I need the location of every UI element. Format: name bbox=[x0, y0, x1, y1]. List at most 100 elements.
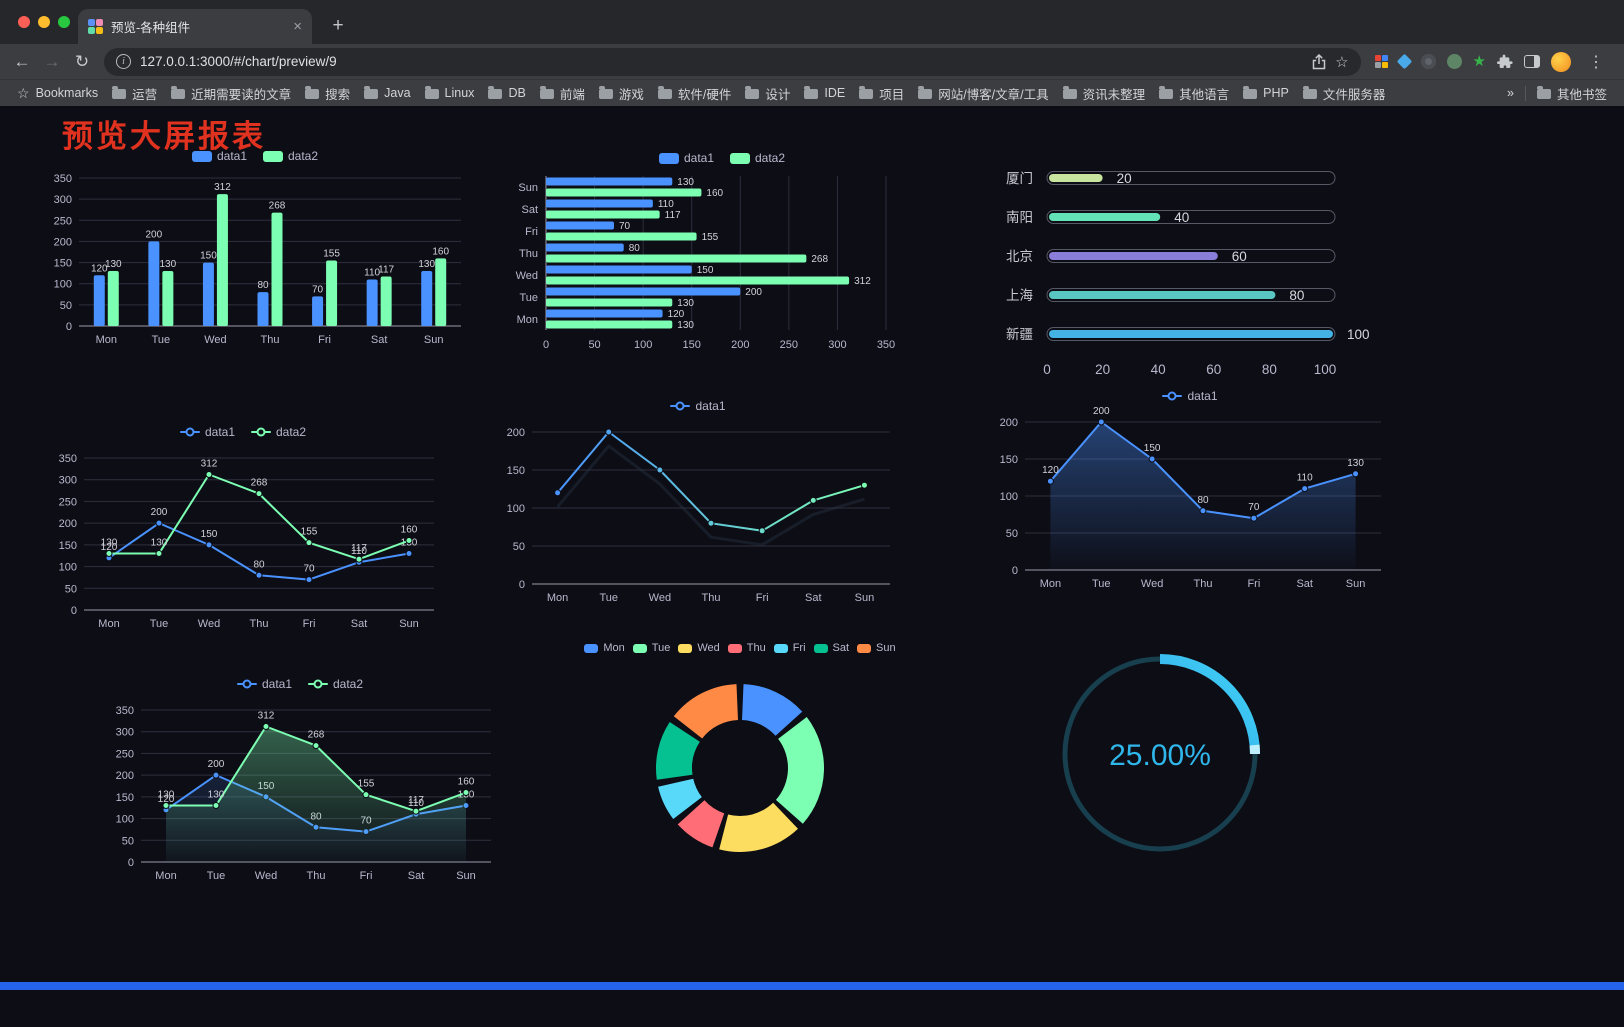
legend-marker bbox=[263, 150, 283, 162]
bookmark-folder[interactable]: 其他语言 bbox=[1152, 81, 1236, 106]
legend-item-Sat[interactable]: Sat bbox=[813, 642, 849, 654]
bookmark-star-icon[interactable]: ☆ bbox=[1335, 53, 1349, 71]
svg-text:0: 0 bbox=[519, 579, 525, 591]
bookmark-folder[interactable]: 软件/硬件 bbox=[651, 81, 738, 106]
bookmark-folder[interactable]: 项目 bbox=[852, 81, 911, 106]
svg-text:70: 70 bbox=[619, 221, 631, 232]
legend-item-data2[interactable]: data2 bbox=[730, 151, 785, 165]
minimize-window-button[interactable] bbox=[38, 16, 50, 28]
extension-icon-5[interactable]: ★ bbox=[1472, 53, 1486, 70]
donut-slice-Thu bbox=[677, 800, 725, 848]
svg-text:0: 0 bbox=[66, 321, 72, 333]
legend-item-data1[interactable]: data1 bbox=[1162, 389, 1218, 403]
bookmarks-overflow-chevron[interactable]: » bbox=[1507, 86, 1514, 100]
page-title: 预览大屏报表 bbox=[62, 119, 266, 154]
chart-legend: Mon Tue Wed Thu Fri Sat Sun bbox=[540, 638, 940, 658]
legend-item-Thu[interactable]: Thu bbox=[727, 642, 766, 654]
bookmark-folder[interactable]: 前端 bbox=[533, 81, 592, 106]
folder-icon bbox=[804, 86, 819, 99]
legend-item-data2[interactable]: data2 bbox=[308, 677, 363, 691]
bookmark-label: 其他语言 bbox=[1179, 87, 1230, 102]
tab-strip: 预览-各种组件 × + bbox=[0, 0, 1624, 44]
bookmark-folder[interactable]: 运营 bbox=[105, 81, 164, 106]
extensions-puzzle-icon[interactable] bbox=[1497, 54, 1513, 70]
legend-item-data1[interactable]: data1 bbox=[658, 151, 714, 165]
svg-text:300: 300 bbox=[116, 727, 134, 739]
extension-icon-1[interactable] bbox=[1374, 55, 1388, 68]
svg-text:160: 160 bbox=[706, 188, 723, 199]
new-tab-button[interactable]: + bbox=[332, 15, 344, 36]
legend-item-data1[interactable]: data1 bbox=[191, 149, 247, 163]
bookmark-folder[interactable]: 游戏 bbox=[592, 81, 651, 106]
extension-icon-4[interactable] bbox=[1446, 54, 1462, 69]
legend-item-Fri[interactable]: Fri bbox=[773, 642, 806, 654]
legend-marker bbox=[1162, 391, 1183, 401]
svg-text:80: 80 bbox=[1197, 495, 1209, 506]
maximize-window-button[interactable] bbox=[58, 16, 70, 28]
svg-text:150: 150 bbox=[683, 339, 701, 351]
browser-toolbar: ← → ↻ i 127.0.0.1:3000/#/chart/preview/9… bbox=[0, 44, 1624, 79]
svg-text:200: 200 bbox=[146, 229, 163, 240]
address-bar[interactable]: i 127.0.0.1:3000/#/chart/preview/9 ☆ bbox=[104, 47, 1361, 76]
legend-item-data2[interactable]: data2 bbox=[263, 149, 318, 163]
bookmark-folder[interactable]: 近期需要读的文章 bbox=[164, 81, 298, 106]
legend-item-data1[interactable]: data1 bbox=[670, 399, 726, 413]
bookmark-folder[interactable]: 资讯未整理 bbox=[1056, 81, 1153, 106]
reload-button[interactable]: ↻ bbox=[74, 51, 90, 71]
bookmark-label: 项目 bbox=[879, 87, 905, 102]
folder-icon bbox=[424, 86, 439, 99]
svg-text:200: 200 bbox=[59, 518, 77, 530]
extension-icon-2[interactable] bbox=[1396, 53, 1412, 70]
menu-icon[interactable]: ⋮ bbox=[1588, 53, 1604, 71]
bookmark-folder[interactable]: 搜索 bbox=[298, 81, 357, 106]
legend-item-data1[interactable]: data1 bbox=[179, 425, 235, 439]
close-window-button[interactable] bbox=[18, 16, 30, 28]
bookmark-folder[interactable]: 网站/博客/文章/工具 bbox=[911, 81, 1055, 106]
back-button[interactable]: ← bbox=[13, 51, 31, 71]
site-info-icon[interactable]: i bbox=[116, 54, 131, 69]
bookmarks-root-folder[interactable]: ☆ Bookmarks bbox=[10, 83, 105, 103]
svg-text:130: 130 bbox=[208, 790, 225, 801]
svg-text:Wed: Wed bbox=[204, 334, 226, 346]
legend-item-Tue[interactable]: Tue bbox=[632, 642, 671, 654]
bookmark-folder[interactable]: DB bbox=[481, 83, 532, 103]
legend-item-Wed[interactable]: Wed bbox=[678, 642, 720, 654]
extension-icon-3[interactable] bbox=[1420, 54, 1436, 69]
profile-avatar[interactable] bbox=[1551, 51, 1571, 72]
window-controls bbox=[18, 16, 70, 28]
bookmark-folder[interactable]: 文件服务器 bbox=[1296, 81, 1393, 106]
legend-item-data1[interactable]: data1 bbox=[236, 677, 292, 691]
svg-text:Mon: Mon bbox=[155, 870, 176, 882]
share-icon[interactable] bbox=[1312, 53, 1326, 70]
legend-label: Tue bbox=[651, 642, 671, 654]
legend-marker bbox=[678, 643, 693, 653]
svg-text:160: 160 bbox=[432, 246, 449, 257]
legend-label: data1 bbox=[261, 677, 292, 691]
svg-text:150: 150 bbox=[201, 529, 218, 540]
legend-item-Mon[interactable]: Mon bbox=[584, 642, 625, 654]
forward-button[interactable]: → bbox=[43, 51, 61, 71]
legend-item-data2[interactable]: data2 bbox=[251, 425, 306, 439]
svg-text:50: 50 bbox=[65, 583, 77, 595]
chart-gauge: 25.00% bbox=[1040, 634, 1280, 874]
bookmark-folder[interactable]: Java bbox=[357, 83, 417, 103]
svg-text:130: 130 bbox=[1347, 458, 1364, 469]
other-bookmarks-folder[interactable]: 其他书签 bbox=[1530, 81, 1614, 106]
donut-slice-Sun bbox=[673, 684, 738, 739]
svg-text:0: 0 bbox=[543, 339, 549, 351]
svg-text:0: 0 bbox=[71, 605, 77, 617]
browser-tab[interactable]: 预览-各种组件 × bbox=[78, 9, 312, 44]
donut-slice-Sat bbox=[656, 722, 700, 780]
bookmark-folder[interactable]: PHP bbox=[1236, 83, 1296, 103]
folder-icon bbox=[305, 86, 320, 99]
svg-text:Sun: Sun bbox=[1346, 578, 1366, 590]
legend-label: data1 bbox=[204, 425, 235, 439]
legend-item-Sun[interactable]: Sun bbox=[857, 642, 896, 654]
side-panel-icon[interactable] bbox=[1524, 55, 1540, 68]
bookmark-folder[interactable]: 设计 bbox=[738, 81, 797, 106]
folder-icon bbox=[1159, 86, 1174, 99]
svg-text:Thu: Thu bbox=[702, 592, 721, 604]
bookmark-folder[interactable]: IDE bbox=[797, 83, 852, 103]
bookmark-folder[interactable]: Linux bbox=[418, 83, 482, 103]
tab-close-icon[interactable]: × bbox=[293, 18, 302, 35]
